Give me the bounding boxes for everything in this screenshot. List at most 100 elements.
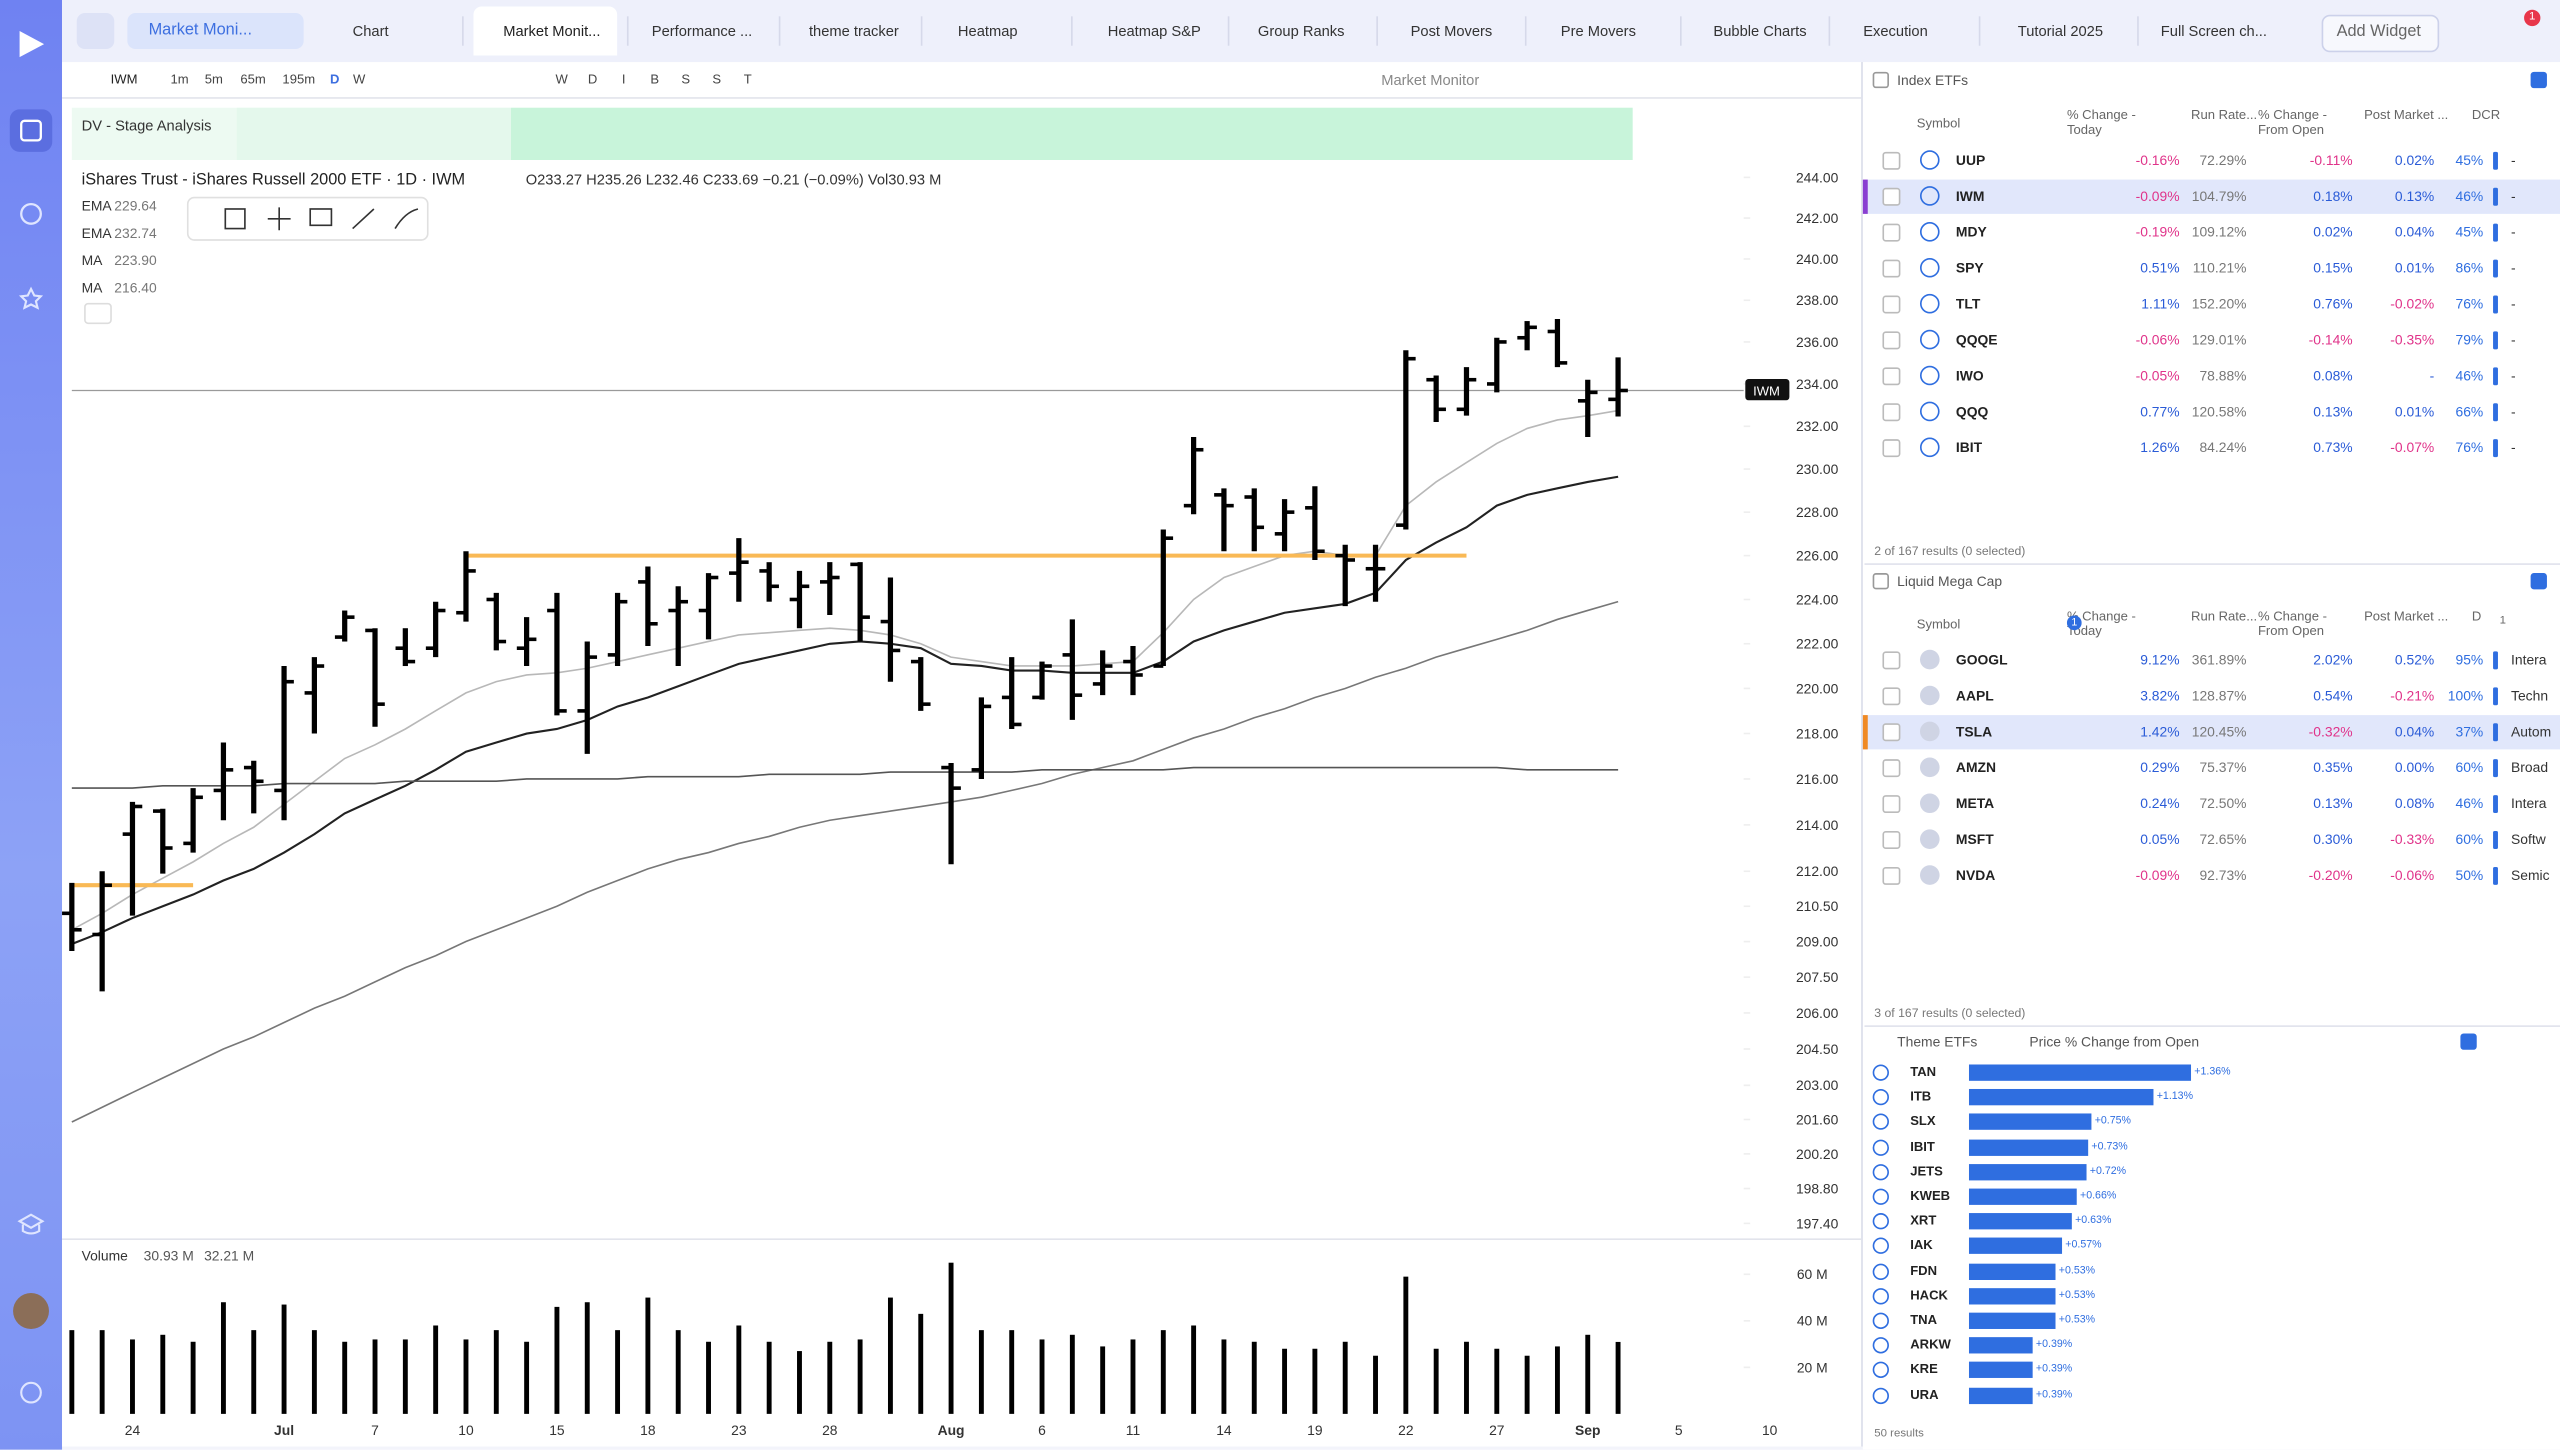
play-icon[interactable] xyxy=(1872,1114,1889,1131)
nav-help[interactable] xyxy=(20,1381,42,1404)
tab[interactable]: Market Monit... xyxy=(503,22,601,40)
theme-symbol[interactable]: ARKW xyxy=(1910,1337,1951,1353)
play-icon[interactable] xyxy=(1919,329,1940,350)
theme-symbol[interactable]: TAN xyxy=(1910,1064,1937,1080)
nav-learn[interactable] xyxy=(17,1213,45,1235)
symbol[interactable]: MSFT xyxy=(1955,831,1994,848)
play-icon[interactable] xyxy=(1872,1312,1889,1329)
row-checkbox[interactable] xyxy=(1882,331,1901,350)
tab[interactable]: Performance ... xyxy=(651,22,753,40)
play-icon[interactable] xyxy=(1872,1263,1889,1280)
column-header[interactable]: DCR xyxy=(2471,107,2501,123)
symbol[interactable]: QQQ xyxy=(1955,403,1989,420)
play-icon[interactable] xyxy=(1872,1064,1889,1081)
row-checkbox[interactable] xyxy=(1882,795,1901,814)
tool-rect[interactable] xyxy=(224,208,246,230)
row-checkbox[interactable] xyxy=(1882,295,1901,314)
column-header[interactable]: % Change - Today xyxy=(2066,107,2136,138)
theme-symbol[interactable]: FDN xyxy=(1910,1263,1938,1278)
play-icon[interactable] xyxy=(1872,1213,1889,1230)
row-checkbox[interactable] xyxy=(1882,866,1901,885)
logo-icon[interactable] xyxy=(1919,865,1940,885)
row-checkbox[interactable] xyxy=(1882,831,1901,849)
row-checkbox[interactable] xyxy=(1882,403,1901,422)
theme-symbol[interactable]: XRT xyxy=(1910,1213,1937,1229)
tool-line[interactable] xyxy=(352,208,375,230)
nav-scan[interactable] xyxy=(20,202,42,225)
play-icon[interactable] xyxy=(1919,150,1940,170)
tab[interactable]: Heatmap xyxy=(957,22,1018,40)
period[interactable]: S xyxy=(712,71,722,87)
period[interactable]: I xyxy=(621,71,626,87)
theme-symbol[interactable]: HACK xyxy=(1910,1287,1948,1303)
symbol[interactable]: GOOGL xyxy=(1955,651,2008,668)
nav-favorites[interactable] xyxy=(18,286,44,310)
row-checkbox[interactable] xyxy=(1882,651,1901,670)
search-button[interactable] xyxy=(76,13,115,49)
panel-toggle[interactable] xyxy=(2460,1033,2477,1050)
tab[interactable]: theme tracker xyxy=(808,22,899,40)
interval[interactable]: 65m xyxy=(240,71,266,87)
play-icon[interactable] xyxy=(1872,1163,1889,1181)
column-header[interactable]: Post Market ... xyxy=(2364,608,2449,624)
play-icon[interactable] xyxy=(1919,365,1940,386)
tab[interactable]: Execution xyxy=(1863,22,1928,40)
tool-brush[interactable] xyxy=(394,208,419,229)
interval[interactable]: 195m xyxy=(282,71,316,87)
interval[interactable]: W xyxy=(353,71,366,87)
play-icon[interactable] xyxy=(1872,1362,1889,1379)
play-icon[interactable] xyxy=(1919,186,1940,206)
tab[interactable]: Full Screen ch... xyxy=(2160,22,2267,40)
play-icon[interactable] xyxy=(1919,293,1940,314)
row-checkbox[interactable] xyxy=(1882,687,1901,706)
play-icon[interactable] xyxy=(1919,437,1940,458)
play-icon[interactable] xyxy=(1872,1387,1889,1404)
period[interactable]: D xyxy=(587,71,598,87)
add-widget-button[interactable] xyxy=(2321,14,2440,53)
symbol[interactable]: META xyxy=(1955,795,1995,812)
row-checkbox[interactable] xyxy=(1882,259,1901,278)
symbol[interactable]: TLT xyxy=(1955,295,1981,312)
symbol[interactable]: UUP xyxy=(1955,151,1986,169)
logo-icon[interactable] xyxy=(1919,721,1940,742)
play-icon[interactable] xyxy=(1872,1138,1889,1156)
symbol[interactable]: MDY xyxy=(1955,223,1987,240)
logo-icon[interactable] xyxy=(1919,757,1940,778)
interval[interactable]: D xyxy=(329,71,340,87)
symbol[interactable]: AMZN xyxy=(1955,759,1997,776)
logo-icon[interactable] xyxy=(1919,793,1940,814)
theme-symbol[interactable]: KWEB xyxy=(1910,1188,1951,1204)
play-icon[interactable] xyxy=(1872,1287,1889,1305)
symbol[interactable]: IWM xyxy=(1955,187,1985,205)
row-checkbox[interactable] xyxy=(1882,367,1901,386)
theme-symbol[interactable]: ITB xyxy=(1910,1089,1932,1104)
avatar[interactable] xyxy=(13,1293,49,1329)
row-checkbox[interactable] xyxy=(1882,759,1901,778)
period[interactable]: W xyxy=(555,71,568,87)
play-icon[interactable] xyxy=(1872,1238,1889,1255)
symbol[interactable]: NVDA xyxy=(1955,866,1996,884)
column-header[interactable]: Post Market ... xyxy=(2364,107,2449,123)
row-checkbox[interactable] xyxy=(1882,151,1901,170)
tab[interactable]: Tutorial 2025 xyxy=(2017,22,2104,40)
theme-symbol[interactable]: JETS xyxy=(1910,1163,1943,1179)
tab[interactable]: Chart xyxy=(352,22,389,40)
row-checkbox[interactable] xyxy=(1882,723,1901,742)
symbol[interactable]: SPY xyxy=(1955,259,1984,276)
nav-dashboard[interactable] xyxy=(9,109,53,152)
tab[interactable]: Pre Movers xyxy=(1560,22,1636,40)
theme-symbol[interactable]: IAK xyxy=(1910,1238,1933,1253)
play-icon[interactable] xyxy=(1919,257,1940,278)
interval[interactable]: 1m xyxy=(170,71,189,87)
row-checkbox[interactable] xyxy=(1882,439,1901,458)
collapse-legend[interactable] xyxy=(84,302,112,325)
column-header[interactable]: Run Rate... xyxy=(2191,107,2258,123)
interval[interactable]: 5m xyxy=(204,71,223,87)
panel-toggle[interactable] xyxy=(2530,573,2547,590)
play-icon[interactable] xyxy=(1919,401,1940,422)
workspace-select[interactable] xyxy=(127,13,304,49)
play-icon[interactable] xyxy=(1919,222,1940,242)
theme-symbol[interactable]: SLX xyxy=(1910,1114,1936,1129)
symbol[interactable]: IBIT xyxy=(1955,439,1983,456)
symbol[interactable]: QQQE xyxy=(1955,331,1998,348)
